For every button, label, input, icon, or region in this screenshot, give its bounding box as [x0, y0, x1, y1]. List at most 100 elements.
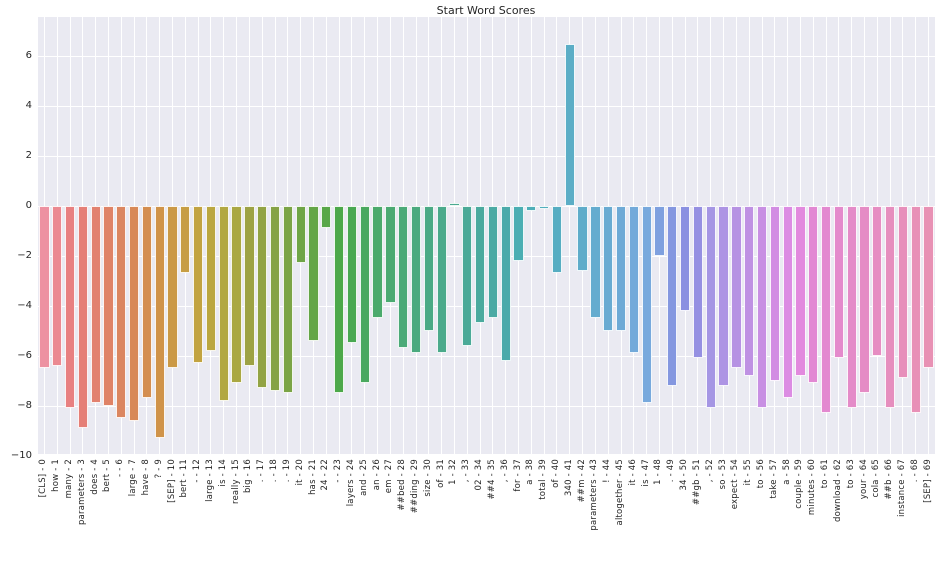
bar [359, 205, 370, 383]
bar [833, 205, 845, 358]
bar [641, 205, 652, 403]
gridline-h [38, 454, 935, 455]
bar [295, 205, 306, 263]
x-tick-label: minutes - 60 [807, 459, 818, 516]
bar [769, 205, 780, 381]
gridline-h [38, 405, 935, 407]
bar [193, 205, 204, 363]
x-tick-label: ##m - 42 [576, 459, 587, 503]
x-tick-label: - - 23 [333, 459, 344, 483]
gridline-v [569, 17, 571, 455]
y-tick-label: −4 [17, 299, 32, 311]
x-tick-label: it - 55 [743, 459, 754, 486]
gridline-h [38, 205, 935, 207]
x-tick-label: [SEP] - 69 [922, 459, 933, 503]
x-tick-label: [CLS] - 0 [38, 459, 49, 498]
bar [872, 205, 883, 356]
bar [718, 205, 729, 386]
bar [500, 205, 511, 361]
bar [449, 203, 460, 206]
x-tick-label: em - 27 [384, 459, 395, 494]
bar [782, 205, 793, 398]
gridline-h [38, 305, 935, 307]
x-tick-label: of - 31 [435, 459, 446, 488]
x-tick-label: big - 16 [243, 459, 254, 494]
x-tick-label: - - 12 [192, 459, 203, 483]
bar [590, 205, 601, 318]
bar [846, 205, 857, 408]
x-tick-label: 1 - 48 [653, 459, 664, 485]
gridline-v [543, 17, 545, 455]
x-tick-label: to - 63 [845, 459, 856, 489]
bar [910, 205, 921, 413]
gridline-h [38, 155, 935, 157]
x-tick-label: has - 21 [307, 459, 318, 495]
bar [244, 205, 255, 366]
x-tick-label: ! - 44 [602, 459, 613, 483]
x-tick-label: it - 46 [627, 459, 638, 486]
bar [77, 205, 88, 428]
x-tick-label: ##4 - 35 [486, 459, 497, 500]
x-tick-label: a - 38 [525, 459, 536, 485]
x-tick-label: . - 19 [281, 459, 292, 483]
x-tick-label: , - 33 [461, 459, 472, 483]
bar [705, 205, 716, 408]
x-tick-label: cola - 65 [871, 459, 882, 498]
gridline-h [38, 55, 935, 57]
x-tick-label: altogether - 45 [615, 459, 626, 526]
bar [628, 205, 639, 353]
bar [897, 205, 909, 378]
bar [526, 205, 537, 211]
x-tick-label: . - 49 [666, 459, 677, 483]
bar [269, 205, 281, 391]
bar [334, 205, 345, 393]
bar [820, 205, 832, 413]
bar [218, 205, 229, 401]
x-tick-label: does - 4 [89, 459, 100, 495]
y-tick-label: 4 [25, 99, 32, 111]
x-tick-label: your - 64 [858, 459, 869, 500]
x-tick-label: to - 56 [756, 459, 766, 489]
bar [141, 205, 153, 398]
bar [577, 205, 588, 271]
y-tick-label: −6 [17, 349, 32, 361]
bar [667, 205, 678, 386]
bar [231, 205, 242, 383]
x-tick-label: take - 57 [768, 459, 779, 499]
bar [654, 205, 665, 256]
bar [154, 205, 165, 438]
x-tick-label: an - 26 [371, 459, 382, 491]
y-tick-label: −10 [10, 449, 32, 461]
bar [346, 205, 358, 343]
bar [603, 205, 614, 331]
x-tick-label: and - 25 [358, 459, 369, 496]
y-tick-label: −8 [17, 399, 32, 411]
x-tick-label: large - 13 [204, 459, 215, 502]
x-tick-label: is - 47 [640, 459, 651, 487]
x-tick-label: to - 61 [820, 459, 831, 489]
x-tick-label: have - 8 [140, 459, 151, 496]
bar [564, 44, 575, 206]
x-tick-label: is - 14 [217, 459, 228, 487]
x-tick-label: . - 68 [909, 459, 920, 483]
x-tick-label: ##b - 66 [884, 459, 895, 500]
bar [808, 205, 819, 383]
gridline-h [38, 355, 935, 357]
bar [923, 205, 934, 368]
bar [679, 205, 691, 311]
bar [551, 205, 563, 273]
x-tick-label: so - 53 [717, 459, 728, 490]
bar [282, 205, 293, 393]
x-tick-label: - - 6 [115, 459, 126, 477]
bar [692, 205, 704, 358]
bar [462, 205, 473, 346]
bar [615, 205, 627, 331]
gridline-v [325, 17, 327, 455]
y-tick-label: 0 [25, 199, 32, 211]
x-tick-label: 340 - 41 [563, 459, 574, 497]
x-tick-label: ##ding - 29 [410, 459, 421, 514]
x-tick-label: [SEP] - 10 [166, 459, 177, 503]
gridline-v [530, 17, 532, 455]
x-tick-label: , - 52 [704, 459, 715, 483]
